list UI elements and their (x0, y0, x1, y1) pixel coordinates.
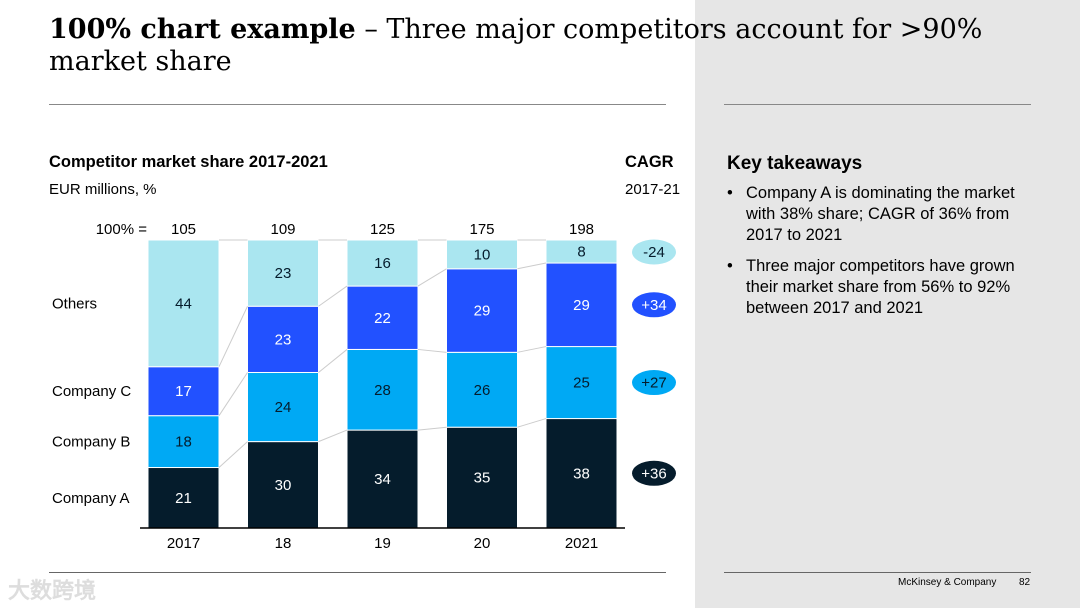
data-label: 25 (573, 375, 590, 392)
connector-line (417, 348, 447, 353)
bar-segment-others (446, 239, 518, 270)
connector-line (218, 441, 248, 468)
data-label: 21 (175, 490, 192, 507)
connector-line (218, 372, 248, 416)
cagr-bubble (632, 292, 676, 318)
x-tick-label: 18 (275, 535, 292, 552)
bar-segment-company-b (147, 415, 220, 469)
data-label: 44 (175, 295, 192, 312)
total-prefix-label: 100% = (96, 221, 148, 238)
cagr-bubble (632, 370, 676, 396)
connector-line (318, 285, 348, 307)
series-label: Company A (52, 490, 130, 507)
cagr-bubble (632, 460, 676, 486)
connector-line (218, 306, 248, 367)
bar-segment-others (346, 239, 419, 287)
data-label: 23 (275, 331, 292, 348)
bar-segment-others (247, 239, 319, 307)
takeaways-list: Company A is dominating the market with … (727, 183, 1037, 329)
title-divider (49, 104, 666, 105)
data-label: 10 (474, 246, 491, 263)
series-label: Company B (52, 434, 130, 451)
data-label: 29 (474, 303, 491, 320)
x-tick-label: 19 (374, 535, 391, 552)
cagr-bubble (632, 239, 676, 265)
cagr-value: -24 (643, 244, 665, 261)
bar-segment-company-a (545, 418, 618, 529)
connector-line (417, 426, 447, 431)
data-label: 16 (374, 255, 391, 272)
bar-segment-company-a (247, 441, 319, 529)
total-label: 109 (270, 221, 295, 238)
page-number: 82 (1019, 577, 1031, 588)
bar-segment-company-c (545, 262, 618, 348)
footer-divider (49, 572, 666, 573)
bar-segment-company-c (147, 366, 220, 417)
data-label: 34 (374, 471, 391, 488)
panel-divider (724, 104, 1031, 105)
total-label: 125 (370, 221, 395, 238)
series-label: Others (52, 295, 97, 312)
takeaways-title: Key takeaways (727, 153, 863, 174)
data-label: 18 (175, 434, 192, 451)
bar-segment-company-c (346, 285, 419, 350)
connector-line (318, 349, 348, 373)
bar-segment-company-c (247, 305, 319, 373)
data-label: 22 (374, 310, 391, 327)
connector-line (517, 262, 547, 270)
bar-segment-others (545, 239, 618, 264)
data-label: 35 (474, 470, 491, 487)
footer-company: McKinsey & Company (898, 577, 997, 588)
data-label: 23 (275, 265, 292, 282)
connector-line (517, 418, 547, 428)
data-label: 30 (275, 477, 292, 494)
data-label: 26 (474, 382, 491, 399)
watermark-logo: 大数跨境 (8, 578, 97, 603)
bar-segment-company-a (446, 426, 518, 529)
connector-line (417, 268, 447, 287)
cagr-title: CAGR (625, 153, 674, 171)
cagr-period: 2017-21 (625, 181, 681, 198)
cagr-value: +36 (641, 465, 666, 482)
takeaway-item: Three major competitors have grown their… (727, 256, 1037, 319)
data-label: 8 (577, 244, 585, 261)
bar-segment-company-b (346, 348, 419, 431)
stacked-bar-chart: 21 18 17 44 105 2017 30 24 23 23 109 18 34 28 22 16 125 1… (52, 221, 676, 552)
connector-line (318, 429, 348, 443)
x-tick-label: 20 (474, 535, 491, 552)
bar-segment-others (147, 239, 220, 368)
total-label: 105 (171, 221, 196, 238)
data-label: 24 (275, 399, 292, 416)
connector-line (517, 346, 547, 353)
x-tick-label: 2017 (167, 535, 200, 552)
x-tick-label: 2021 (565, 535, 598, 552)
bar-segment-company-a (346, 429, 419, 529)
takeaway-item: Company A is dominating the market with … (727, 183, 1037, 246)
chart-subtitle: EUR millions, % (49, 181, 157, 198)
data-label: 29 (573, 297, 590, 314)
data-label: 38 (573, 465, 590, 482)
data-label: 17 (175, 383, 192, 400)
cagr-value: +34 (641, 297, 666, 314)
chart-title: Competitor market share 2017-2021 (49, 153, 328, 171)
data-label: 28 (374, 382, 391, 399)
total-label: 175 (469, 221, 494, 238)
bar-segment-company-b (247, 371, 319, 443)
series-label: Company C (52, 383, 131, 400)
footer-divider-right (724, 572, 1031, 573)
bar-segment-company-b (446, 351, 518, 428)
page-title: 100% chart example – Three major competi… (49, 14, 983, 77)
cagr-value: +27 (641, 375, 666, 392)
bar-segment-company-b (545, 346, 618, 420)
total-label: 198 (569, 221, 594, 238)
